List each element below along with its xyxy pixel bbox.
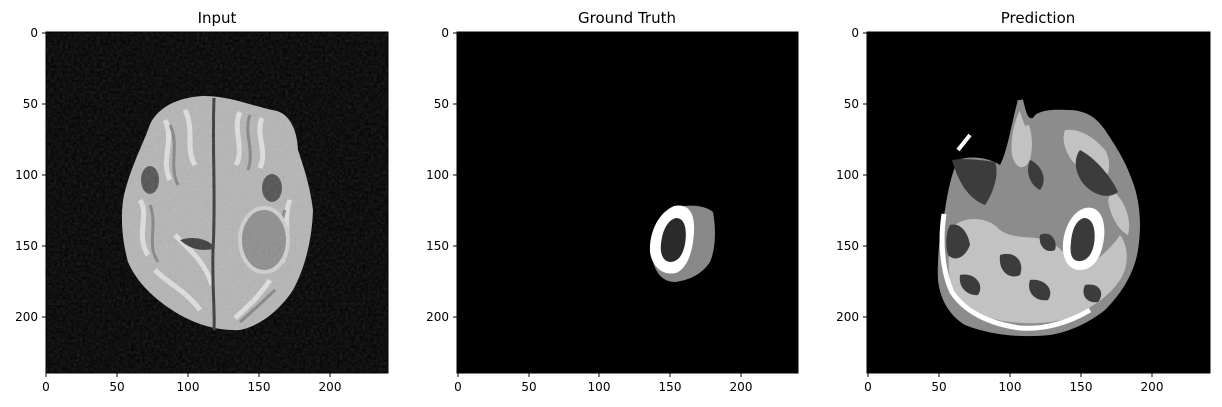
y-tick-label: 50 xyxy=(844,97,859,111)
y-tick-label: 200 xyxy=(15,310,38,324)
necrotic-core-label xyxy=(660,218,686,262)
predicted-dark-regions xyxy=(946,150,1118,303)
x-tick-label: 100 xyxy=(999,380,1022,394)
y-tick-label: 0 xyxy=(851,26,859,40)
x-axis-ticks: 0 50 100 150 200 xyxy=(454,373,752,394)
y-tick-label: 50 xyxy=(434,97,449,111)
x-tick-label: 150 xyxy=(1070,380,1093,394)
x-tick-label: 100 xyxy=(588,380,611,394)
y-axis-ticks: 0 50 100 150 200 xyxy=(15,26,46,324)
y-tick-label: 100 xyxy=(15,168,38,182)
y-tick-label: 50 xyxy=(23,97,38,111)
x-tick-label: 150 xyxy=(248,380,271,394)
y-tick-label: 150 xyxy=(15,239,38,253)
x-tick-label: 200 xyxy=(730,380,753,394)
image-input xyxy=(46,32,388,373)
axes-frame xyxy=(866,31,1211,374)
panel-ground-truth: Ground Truth 0 50 100 150 200 0 xyxy=(426,9,799,394)
predicted-outer-rim xyxy=(939,213,1092,331)
image-prediction xyxy=(867,32,1210,373)
y-tick-label: 0 xyxy=(30,26,38,40)
panel-title-ground-truth: Ground Truth xyxy=(578,9,676,27)
panel-input: Input xyxy=(15,9,389,394)
x-tick-label: 200 xyxy=(1141,380,1164,394)
panel-prediction: Prediction xyxy=(836,9,1211,394)
x-tick-label: 50 xyxy=(521,380,536,394)
x-tick-label: 200 xyxy=(319,380,342,394)
x-tick-label: 0 xyxy=(454,380,462,394)
x-tick-label: 50 xyxy=(931,380,946,394)
x-axis-ticks: 0 50 100 150 200 xyxy=(42,373,341,394)
axes-frame xyxy=(45,31,389,374)
y-axis-ticks: 0 50 100 150 200 xyxy=(426,26,457,324)
y-tick-label: 150 xyxy=(836,239,859,253)
x-tick-label: 0 xyxy=(42,380,50,394)
y-tick-label: 200 xyxy=(426,310,449,324)
panel-title-prediction: Prediction xyxy=(1001,9,1076,27)
y-tick-label: 150 xyxy=(426,239,449,253)
x-tick-label: 0 xyxy=(864,380,872,394)
x-axis-ticks: 0 50 100 150 200 xyxy=(864,373,1163,394)
x-tick-label: 150 xyxy=(659,380,682,394)
axes-frame xyxy=(456,31,799,374)
y-tick-label: 100 xyxy=(836,168,859,182)
x-tick-label: 100 xyxy=(177,380,200,394)
y-tick-label: 200 xyxy=(836,310,859,324)
y-tick-label: 0 xyxy=(441,26,449,40)
y-tick-label: 100 xyxy=(426,168,449,182)
image-ground-truth xyxy=(457,32,798,373)
panel-title-input: Input xyxy=(198,9,237,27)
x-tick-label: 50 xyxy=(109,380,124,394)
y-axis-ticks: 0 50 100 150 200 xyxy=(836,26,867,324)
